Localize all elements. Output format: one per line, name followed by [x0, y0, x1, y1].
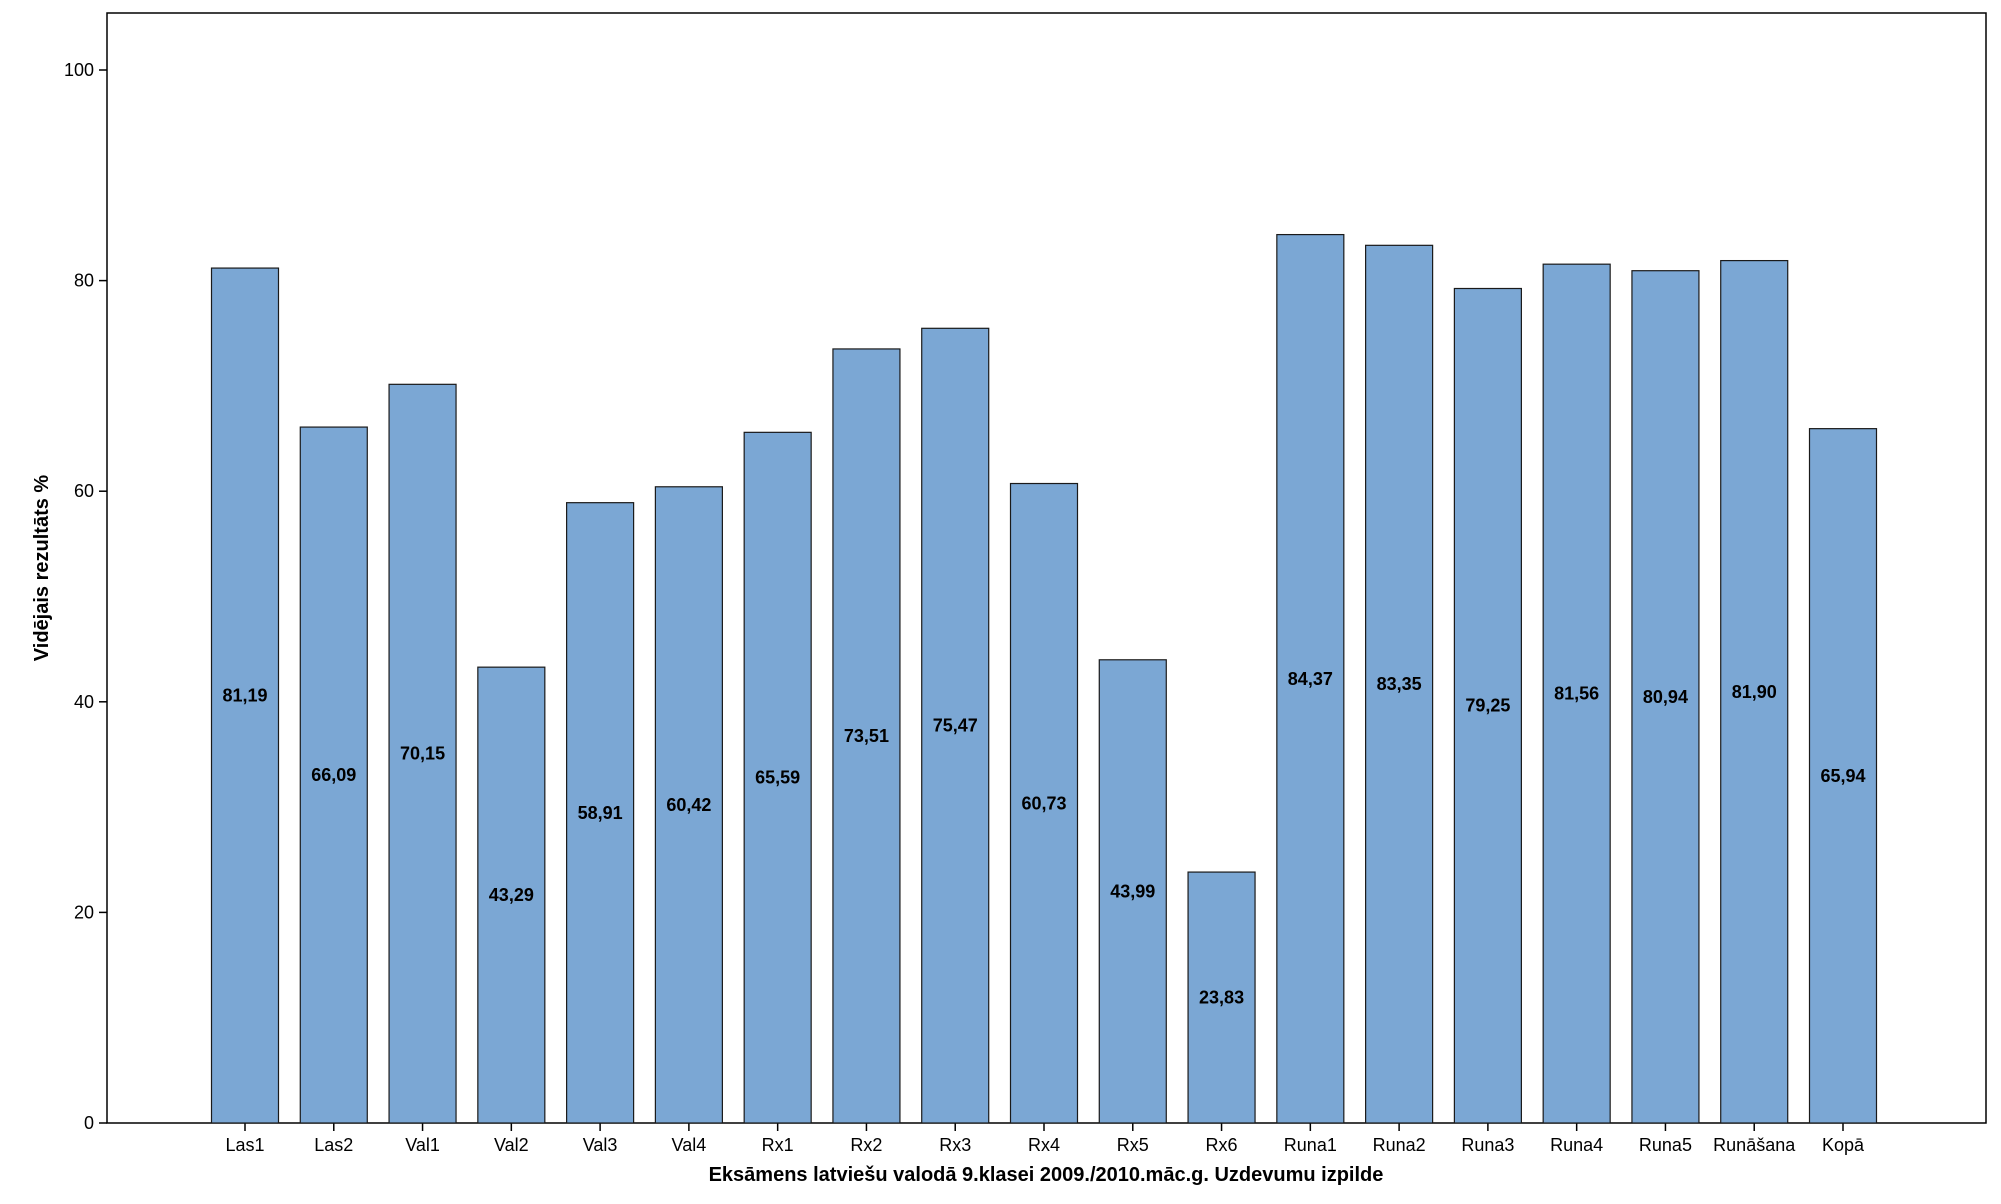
bar	[1098, 659, 1167, 1124]
x-tick-label: Rx5	[1117, 1135, 1149, 1155]
bar	[210, 267, 280, 1124]
x-tick-label: Runa5	[1639, 1135, 1692, 1155]
data-label: 66,09	[311, 765, 356, 785]
y-tick-label: 20	[74, 902, 94, 922]
data-label: 79,25	[1465, 696, 1510, 716]
x-tick-label: Runa1	[1284, 1135, 1337, 1155]
bars-group	[210, 233, 1878, 1124]
bar	[1276, 233, 1345, 1124]
bar	[1187, 871, 1256, 1124]
data-labels-group: 81,19 66,09 70,15 43,29 58,91 60,42 65,59 73,51…	[222, 669, 1865, 1008]
y-tick-label: 80	[74, 271, 94, 291]
y-tick-label: 0	[84, 1113, 94, 1133]
x-tick-label: Rx1	[762, 1135, 794, 1155]
bar	[921, 327, 990, 1124]
x-tick-label: Las1	[225, 1135, 264, 1155]
data-label: 75,47	[933, 716, 978, 736]
data-label: 84,37	[1288, 669, 1333, 689]
bar	[1720, 259, 1789, 1124]
x-tick-label: Runa3	[1461, 1135, 1514, 1155]
x-tick-label: Runa2	[1373, 1135, 1426, 1155]
bar	[1542, 263, 1611, 1124]
data-label: 81,56	[1554, 684, 1599, 704]
x-tick-label: Rx3	[939, 1135, 971, 1155]
data-label: 60,42	[666, 795, 711, 815]
x-tick-label: Val4	[672, 1135, 707, 1155]
data-label: 58,91	[578, 803, 623, 823]
data-label: 81,19	[222, 686, 267, 706]
bar	[1631, 270, 1700, 1124]
data-label: 83,35	[1377, 674, 1422, 694]
data-label: 80,94	[1643, 687, 1688, 707]
data-label: 43,99	[1110, 881, 1155, 901]
bar	[1453, 287, 1522, 1124]
bar	[832, 348, 901, 1124]
bar	[566, 502, 635, 1124]
x-tick-label: Kopā	[1822, 1135, 1865, 1155]
data-label: 81,90	[1732, 682, 1777, 702]
bar	[1808, 428, 1878, 1124]
y-tick-label: 40	[74, 692, 94, 712]
x-axis-title: Eksāmens latviešu valodā 9.klasei 2009./…	[709, 1164, 1384, 1186]
x-tick-label: Runāšana	[1713, 1135, 1796, 1155]
x-tick-label: Rx6	[1206, 1135, 1238, 1155]
bar	[743, 431, 812, 1124]
bar	[388, 383, 457, 1124]
x-tick-label: Rx2	[850, 1135, 882, 1155]
x-tick-label: Val2	[494, 1135, 529, 1155]
data-label: 43,29	[489, 885, 534, 905]
y-tick-label: 60	[74, 481, 94, 501]
x-tick-label: Las2	[314, 1135, 353, 1155]
y-tick-label: 100	[64, 60, 94, 80]
data-label: 65,94	[1820, 766, 1865, 786]
y-axis: 0 20 40 60 80 100	[64, 60, 107, 1133]
bar	[299, 426, 368, 1124]
data-label: 73,51	[844, 726, 889, 746]
bar	[1009, 482, 1079, 1124]
y-axis-title: Vidējais rezultāts %	[31, 475, 53, 662]
bar	[654, 486, 723, 1124]
data-label: 70,15	[400, 744, 445, 764]
bar	[1365, 244, 1434, 1124]
bar	[477, 666, 546, 1124]
data-label: 65,59	[755, 768, 800, 788]
x-axis: Las1 Las2 Val1 Val2 Val3 Val4 Rx1 Rx2 Rx3 Rx4 Rx5 R…	[225, 1123, 1865, 1155]
x-tick-label: Rx4	[1028, 1135, 1060, 1155]
x-tick-label: Runa4	[1550, 1135, 1603, 1155]
data-label: 23,83	[1199, 988, 1244, 1008]
x-tick-label: Val1	[405, 1135, 440, 1155]
data-label: 60,73	[1021, 793, 1066, 813]
x-tick-label: Val3	[583, 1135, 618, 1155]
